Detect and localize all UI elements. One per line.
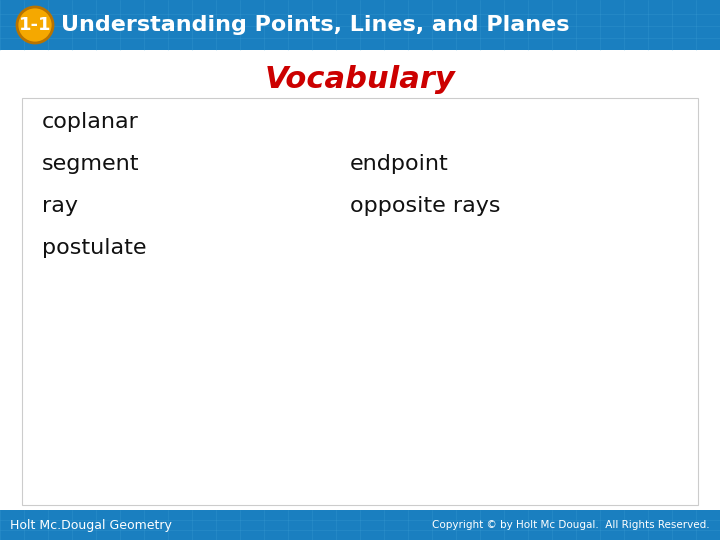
FancyBboxPatch shape: [0, 510, 720, 540]
Text: postulate: postulate: [42, 238, 146, 258]
Text: Holt Mc.Dougal Geometry: Holt Mc.Dougal Geometry: [10, 518, 172, 531]
Text: ray: ray: [42, 196, 78, 216]
Text: endpoint: endpoint: [350, 154, 449, 174]
FancyBboxPatch shape: [22, 98, 698, 505]
Text: coplanar: coplanar: [42, 112, 139, 132]
Circle shape: [17, 7, 53, 43]
Text: segment: segment: [42, 154, 140, 174]
FancyBboxPatch shape: [0, 0, 720, 50]
Text: Vocabulary: Vocabulary: [265, 65, 455, 94]
Text: Copyright © by Holt Mc Dougal.  All Rights Reserved.: Copyright © by Holt Mc Dougal. All Right…: [433, 520, 710, 530]
Text: opposite rays: opposite rays: [350, 196, 500, 216]
Text: Understanding Points, Lines, and Planes: Understanding Points, Lines, and Planes: [61, 15, 570, 35]
Text: 1-1: 1-1: [19, 16, 51, 34]
